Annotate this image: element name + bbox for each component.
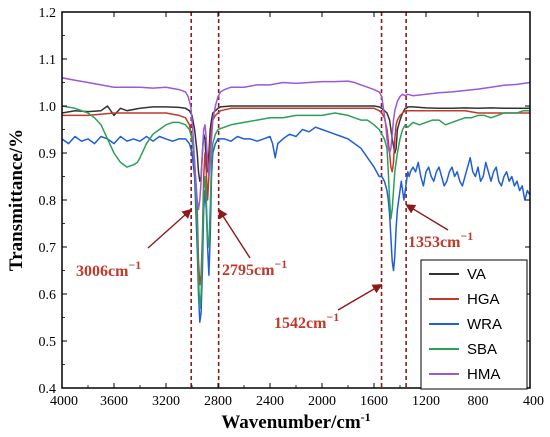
series-line-va	[62, 105, 530, 182]
y-tick-label: 0.6	[39, 288, 57, 303]
series-line-sba	[62, 105, 530, 309]
annotation-label: 1353cm−1	[408, 229, 473, 251]
series-line-hma	[62, 77, 530, 211]
annotation-label-sup: −1	[128, 258, 141, 272]
legend-label-sba: SBA	[467, 341, 497, 358]
x-tick-label: 800	[468, 394, 489, 409]
annotation-arrow	[147, 208, 192, 249]
x-axis-title: Wavenumber/cm-1	[221, 410, 370, 433]
y-tick-label: 0.5	[39, 335, 57, 350]
annotation-label: 1542cm−1	[274, 310, 339, 332]
y-tick-label: 0.4	[39, 382, 57, 397]
annotation-arrow	[405, 204, 449, 231]
y-tick-label: 0.9	[39, 147, 57, 162]
y-axis: 0.4 0.5 0.6 0.7 0.8 0.9 1.0 1.1 1.2	[39, 6, 530, 397]
x-tick-label: 2000	[308, 394, 336, 409]
annotation-label-sup: −1	[274, 257, 287, 271]
annotation-arrow	[337, 283, 383, 311]
x-tick-label: 3600	[100, 394, 128, 409]
annotation-label-sup: −1	[326, 310, 339, 324]
legend: VA HGA WRA SBA HMA	[420, 259, 528, 390]
x-tick-label: 2400	[256, 394, 284, 409]
x-axis: 4000 3600 3200 2800 2400 2000 1600 1200 800 400	[50, 12, 544, 409]
y-tick-label: 1.2	[39, 6, 57, 21]
x-axis-title-sup: -1	[361, 410, 371, 424]
annotation-label-text: 2795cm	[222, 262, 275, 279]
legend-label-hga: HGA	[467, 291, 500, 308]
annotation-label-text: 3006cm	[76, 263, 129, 280]
series-layer	[62, 77, 530, 323]
x-tick-label: 4000	[50, 394, 78, 409]
annotation-arrow	[218, 208, 251, 259]
x-tick-label: 2800	[204, 394, 232, 409]
x-axis-title-text: Wavenumber/cm	[221, 412, 360, 433]
annotation-label: 2795cm−1	[222, 257, 287, 279]
y-axis-title: Transmittance/%	[6, 129, 27, 271]
annotation-label: 3006cm−1	[76, 258, 141, 280]
annotation-label-text: 1542cm	[274, 315, 327, 332]
y-tick-label: 0.7	[39, 241, 57, 256]
x-tick-label: 400	[523, 394, 544, 409]
annotation-label-text: 1353cm	[408, 234, 461, 251]
legend-label-hma: HMA	[467, 366, 500, 383]
y-tick-label: 1.0	[39, 100, 57, 115]
annotation-label-sup: −1	[460, 229, 473, 243]
x-tick-label: 1200	[412, 394, 440, 409]
y-tick-label: 0.8	[39, 194, 57, 209]
legend-label-va: VA	[467, 266, 486, 283]
y-tick-label: 1.1	[39, 53, 57, 68]
legend-label-wra: WRA	[467, 316, 502, 333]
x-tick-label: 3200	[152, 394, 180, 409]
x-tick-label: 1600	[360, 394, 388, 409]
